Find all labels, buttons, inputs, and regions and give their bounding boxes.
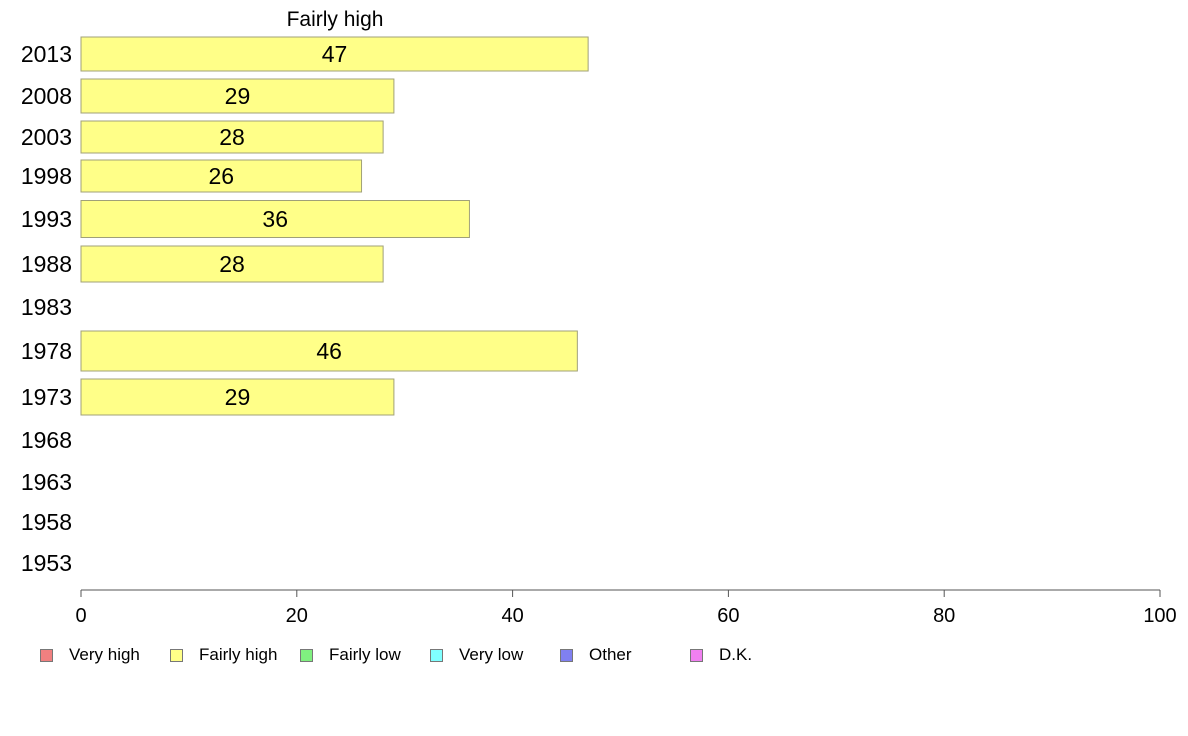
x-tick-label-0: 0 <box>75 605 86 627</box>
bar-1973 <box>80 378 395 416</box>
y-tick-label-1993: 1993 <box>21 206 72 232</box>
x-tick-label-80: 80 <box>933 605 955 627</box>
x-tick-label-40: 40 <box>501 605 523 627</box>
y-tick-label-1983: 1983 <box>21 294 72 320</box>
y-tick-label-1973: 1973 <box>21 384 72 410</box>
bar-2003 <box>80 120 384 154</box>
y-tick-label-1978: 1978 <box>21 338 72 364</box>
bars-group: 47 29 28 26 36 28 46 29 <box>80 36 589 416</box>
y-axis-labels: 2013 2008 2003 1998 1993 1988 1983 1978 1973 1968… <box>21 41 72 576</box>
x-tick-label-20: 20 <box>286 605 308 627</box>
data-label-2008: 29 <box>225 83 251 109</box>
x-axis-ticks: 0 20 40 60 80 100 <box>75 590 1177 627</box>
data-label-1998: 26 <box>208 163 234 189</box>
data-label-1973: 29 <box>225 384 251 410</box>
y-tick-label-2013: 2013 <box>21 41 72 67</box>
data-label-2013: 47 <box>322 41 348 67</box>
bar-1993 <box>80 200 470 238</box>
bar-1998 <box>80 159 363 193</box>
y-tick-label-1958: 1958 <box>21 509 72 535</box>
x-tick-label-60: 60 <box>717 605 739 627</box>
bar-1978 <box>80 330 578 372</box>
data-label-1988: 28 <box>219 251 245 277</box>
data-label-2003: 28 <box>219 124 245 150</box>
y-tick-label-1968: 1968 <box>21 427 72 453</box>
y-tick-label-1998: 1998 <box>21 163 72 189</box>
y-tick-label-1988: 1988 <box>21 251 72 277</box>
data-label-1978: 46 <box>316 338 342 364</box>
y-tick-label-1963: 1963 <box>21 469 72 495</box>
chart-title: Fairly high <box>287 8 384 31</box>
data-label-1993: 36 <box>262 206 288 232</box>
y-tick-label-2003: 2003 <box>21 124 72 150</box>
bar-2008 <box>80 78 395 114</box>
bar-2013 <box>80 36 589 72</box>
y-tick-label-2008: 2008 <box>21 83 72 109</box>
bar-1988 <box>80 245 384 283</box>
y-tick-label-1953: 1953 <box>21 550 72 576</box>
x-tick-label-100: 100 <box>1143 605 1176 627</box>
